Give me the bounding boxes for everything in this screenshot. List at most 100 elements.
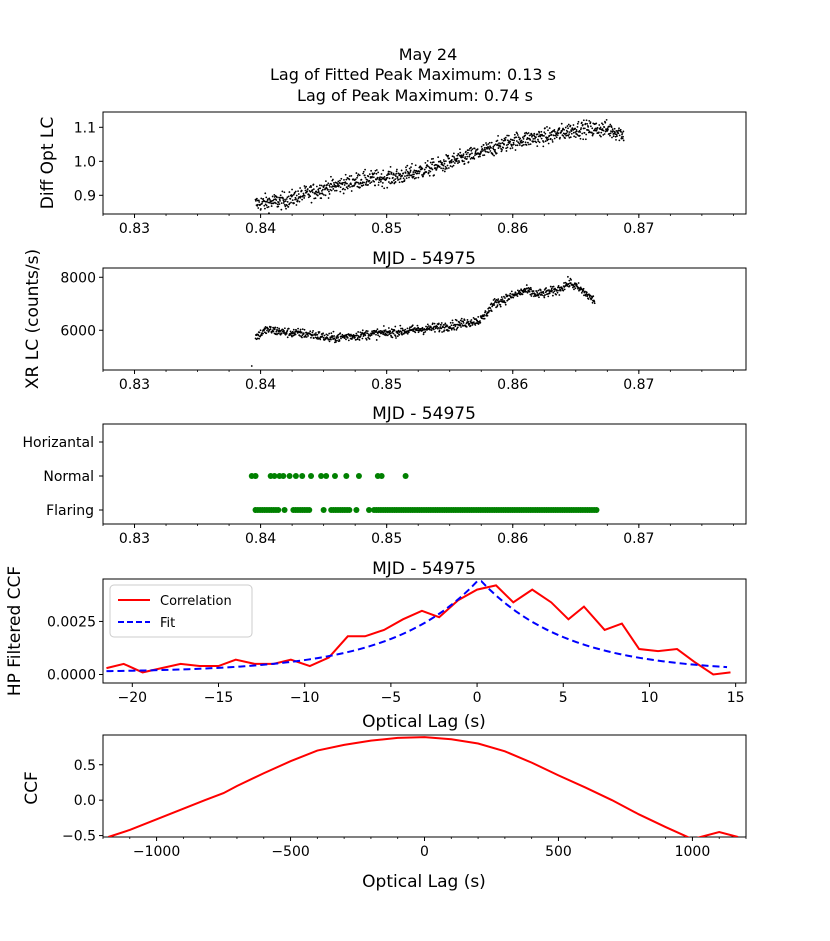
xr-data-point [258, 337, 261, 340]
opt-data-point [548, 134, 551, 137]
opt-data-point [279, 194, 282, 197]
xr-data-point [537, 289, 540, 292]
xr-data-point [384, 330, 386, 333]
xr-data-point [488, 310, 491, 312]
opt-data-point [603, 133, 606, 135]
opt-data-point [421, 167, 424, 170]
opt-data-point [559, 136, 561, 139]
opt-data-point [366, 179, 369, 181]
opt-data-point [386, 173, 389, 176]
opt-data-point [499, 145, 502, 148]
opt-data-point [608, 125, 611, 128]
xr-data-point [516, 289, 519, 292]
opt-data-point [500, 150, 503, 153]
xr-data-point [459, 324, 462, 327]
opt-data-point [470, 149, 473, 152]
opt-data-point [363, 181, 365, 184]
opt-data-point [474, 154, 476, 157]
opt-data-point [328, 184, 331, 187]
opt-data-point [350, 174, 353, 177]
xr-data-point [394, 325, 397, 328]
xr-data-point [591, 301, 594, 304]
opt-data-point [288, 202, 291, 205]
xr-data-point [258, 331, 261, 334]
opt-data-point [581, 132, 584, 135]
xr-data-point [291, 335, 293, 338]
opt-data-point [399, 177, 402, 180]
opt-data-point [436, 167, 439, 169]
xr-data-point [584, 294, 587, 297]
opt-data-point [273, 194, 276, 196]
opt-data-point [294, 196, 297, 199]
xr-data-point [479, 321, 482, 324]
xr-data-point [572, 284, 575, 286]
opt-data-point [466, 149, 469, 152]
opt-data-point [415, 177, 417, 179]
opt-data-point [383, 187, 386, 190]
opt-data-point [619, 128, 622, 131]
opt-data-point [387, 181, 390, 183]
opt-data-point [259, 203, 262, 206]
xr-data-point [553, 290, 556, 293]
xr-data-point [378, 335, 381, 338]
opt-data-point [376, 176, 379, 179]
ccf-axes: −1000 −500 0 500 1000 −0.5 0.0 0.5 [62, 758, 747, 860]
xr-data-point [438, 329, 441, 332]
xr-data-point [351, 337, 353, 340]
opt-data-point [405, 177, 408, 180]
xr-data-point [325, 333, 328, 336]
opt-data-point [621, 137, 624, 140]
xr-data-point [496, 299, 499, 302]
opt-data-point [467, 161, 470, 163]
xr-data-point [551, 289, 554, 292]
opt-data-point [497, 147, 500, 149]
opt-data-point [491, 153, 494, 156]
xr-data-point [422, 333, 425, 336]
opt-data-point [283, 200, 285, 203]
xr-data-point [561, 287, 564, 290]
xr-data-point [467, 320, 470, 323]
xr-data-point [262, 332, 264, 335]
xr-data-point [376, 328, 379, 331]
opt-data-point [356, 176, 358, 179]
opt-data-point [573, 135, 576, 138]
opt-data-point [609, 123, 612, 126]
opt-data-point [277, 205, 280, 208]
opt-data-point [267, 206, 270, 208]
hp-xtick-label: 5 [559, 690, 568, 706]
xr-data-point [500, 296, 503, 298]
opt-data-point [387, 170, 390, 173]
opt-data-point [507, 143, 510, 146]
opt-data-point [598, 124, 601, 126]
opt-data-point [468, 155, 471, 158]
xr-data-point [577, 282, 580, 284]
opt-data-point [401, 181, 404, 183]
opt-data-point [579, 131, 582, 133]
xr-data-point [270, 326, 272, 328]
opt-data-point [303, 197, 306, 199]
opt-data-point [541, 134, 544, 137]
xr-data-point [349, 335, 352, 337]
xr-data-point [400, 331, 403, 334]
opt-data-point [297, 190, 299, 193]
hp-xtick-label: −5 [381, 690, 402, 706]
xr-data-point [504, 301, 507, 304]
xr-data-point [256, 337, 259, 340]
opt-data-point [405, 169, 408, 171]
ccf-xtick-label: 500 [545, 844, 572, 860]
xr-data-point [286, 336, 289, 339]
xr-data-point [455, 319, 458, 322]
xray-lc-points [250, 275, 596, 367]
opt-data-point [568, 131, 571, 134]
opt-data-point [362, 170, 365, 173]
opt-xtick-label: 0.83 [119, 221, 150, 237]
state-normal-point [331, 473, 338, 479]
opt-data-point [602, 123, 604, 126]
opt-data-point [327, 188, 329, 191]
opt-data-point [254, 199, 257, 202]
opt-data-point [323, 184, 326, 187]
opt-data-point [365, 182, 367, 184]
opt-data-point [464, 156, 467, 158]
xr-data-point [541, 294, 544, 297]
opt-data-point [451, 165, 454, 168]
